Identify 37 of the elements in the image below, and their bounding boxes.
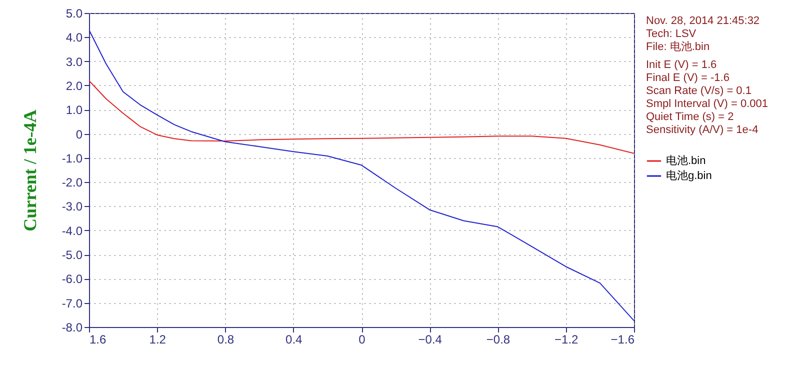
text: Init E (V) = 1.6 <box>646 59 717 71</box>
y-tick-label: 0 <box>76 127 83 142</box>
x-tick-label: 0 <box>358 332 366 346</box>
y-tick-label: -4.0 <box>62 224 83 238</box>
y-tick-label: -5.0 <box>62 248 83 262</box>
text: Final E (V) = -1.6 <box>646 72 730 84</box>
x-tick-label: −1.6 <box>610 332 635 346</box>
y-tick-label: -8.0 <box>62 320 83 334</box>
text: Tech: LSV <box>646 28 697 40</box>
y-tick-label: -6.0 <box>62 272 83 286</box>
y-tick-label: -7.0 <box>62 296 83 310</box>
y-tick-label: 4.0 <box>66 30 83 45</box>
y-tick-label: -3.0 <box>62 200 83 214</box>
x-tick-label: −0.8 <box>486 332 510 346</box>
line-series <box>89 80 634 154</box>
y-tick-label: 1.0 <box>66 103 83 118</box>
legend-label: 电池g.bin <box>666 169 712 182</box>
x-tick-label: 1.2 <box>149 332 166 346</box>
x-tick-label: 0.4 <box>286 332 303 346</box>
line-series <box>89 29 634 322</box>
y-tick-label: 5.0 <box>66 6 83 20</box>
y-tick-label: -1.0 <box>62 151 83 166</box>
y-tick-label: 2.0 <box>66 78 83 93</box>
legend-label: 电池.bin <box>666 154 706 167</box>
text: Nov. 28, 2014 21:45:32 <box>646 15 760 27</box>
text: Sensitivity (A/V) = 1e-4 <box>646 124 758 136</box>
text: Scan Rate (V/s) = 0.1 <box>646 85 752 97</box>
x-tick-label: −0.4 <box>418 332 442 346</box>
y-tick-label: -2.0 <box>62 176 83 190</box>
text: Smpl Interval (V) = 0.001 <box>646 98 768 110</box>
text: Quiet Time (s) = 2 <box>646 111 734 123</box>
y-axis-title: Current / 1e-4A <box>20 110 40 232</box>
x-tick-label: 1.6 <box>90 332 107 346</box>
x-tick-label: −1.2 <box>554 332 579 346</box>
text: File: 电池.bin <box>646 40 710 53</box>
y-tick-label: 3.0 <box>66 54 83 69</box>
x-tick-label: 0.8 <box>217 332 234 346</box>
